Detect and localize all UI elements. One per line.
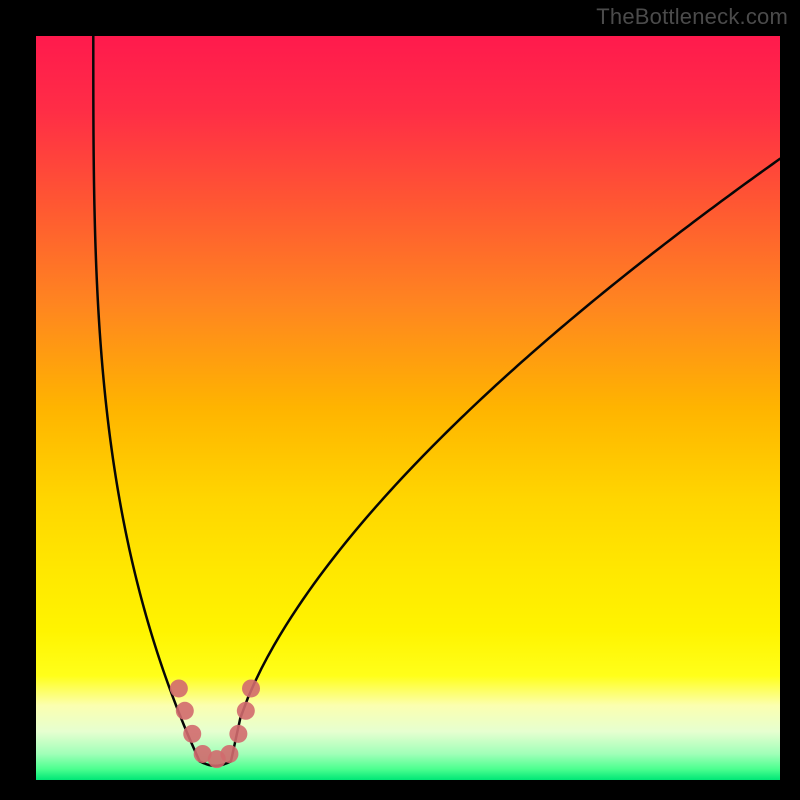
watermark-label: TheBottleneck.com — [596, 4, 788, 30]
marker-point — [242, 679, 260, 697]
marker-point — [183, 725, 201, 743]
marker-point — [176, 702, 194, 720]
marker-point — [229, 725, 247, 743]
marker-point — [237, 702, 255, 720]
figure-root: TheBottleneck.com — [0, 0, 800, 800]
gradient-background — [36, 36, 780, 780]
marker-point — [220, 745, 238, 763]
marker-point — [170, 679, 188, 697]
plot-svg — [36, 36, 780, 780]
plot-area — [36, 36, 780, 780]
